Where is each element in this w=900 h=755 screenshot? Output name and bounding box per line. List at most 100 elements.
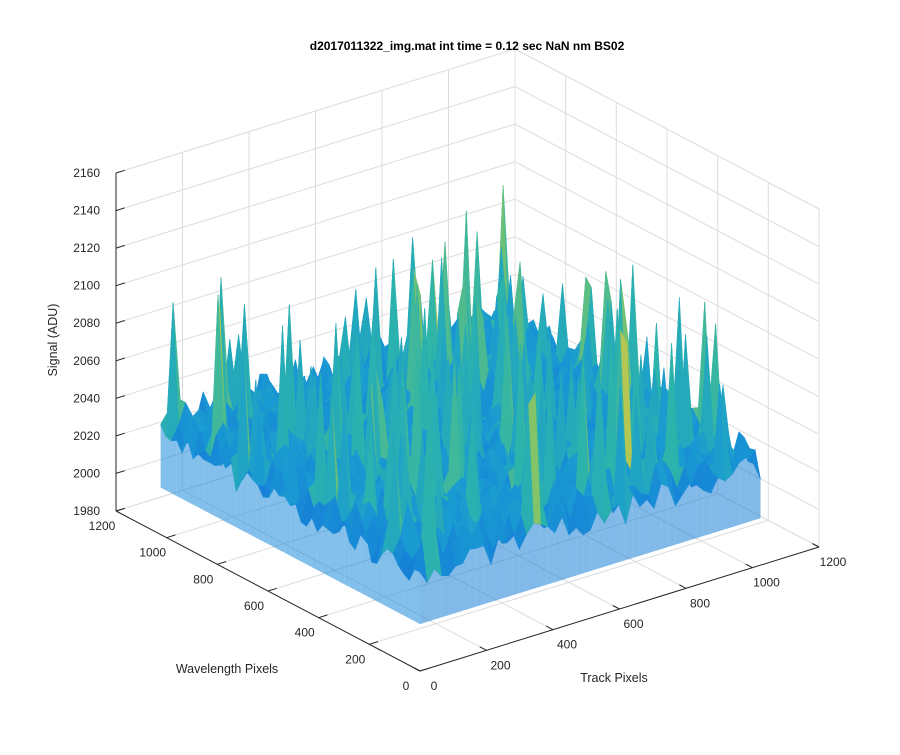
surface-skirt [187, 439, 193, 505]
surface-skirt [746, 457, 754, 523]
surface-skirt [176, 440, 183, 499]
surface-skirt [561, 517, 569, 580]
grid-line [514, 161, 820, 323]
z-tick-label: 2040 [73, 391, 100, 405]
grid-line [514, 273, 820, 435]
x-tick-label: 1000 [753, 576, 780, 590]
x-tick-label: 600 [623, 617, 643, 631]
z-tick-label: 2020 [73, 429, 100, 443]
surface-skirt [387, 549, 393, 610]
surface-skirt [311, 517, 318, 570]
surface-skirt [295, 504, 302, 562]
x-tick [612, 605, 620, 610]
surface-skirt [284, 496, 291, 556]
grid-line [115, 123, 516, 249]
x-tick-label: 1200 [820, 555, 847, 569]
surface-skirt [398, 565, 404, 616]
surface-skirt [349, 542, 356, 590]
surface-skirt [576, 527, 584, 576]
y-tick [166, 534, 176, 539]
surface-skirt [689, 483, 697, 541]
surface-skirt [366, 534, 372, 599]
surface-skirt [732, 462, 740, 528]
surface-skirt [257, 485, 264, 542]
surface-skirt [611, 504, 619, 565]
surface-skirt [696, 484, 704, 539]
y-tick [318, 614, 328, 619]
grid-line [115, 198, 516, 324]
x-axis-label: Track Pixels [580, 671, 648, 685]
surface-skirt [241, 472, 248, 533]
surface-skirt [171, 440, 177, 497]
x-tick [812, 543, 820, 548]
x-tick [546, 625, 554, 631]
surface-skirt [317, 525, 323, 573]
z-tick [115, 432, 125, 437]
z-tick-label: 2140 [73, 204, 100, 218]
x-tick [745, 563, 753, 569]
grid-line [369, 519, 769, 645]
y-tick [419, 667, 429, 672]
x-tick [679, 584, 687, 589]
z-tick-label: 2100 [73, 279, 100, 293]
surface-skirt [682, 483, 690, 543]
surface-skirt [203, 459, 210, 514]
surface-skirt [225, 459, 231, 525]
grid-line [115, 86, 516, 212]
surface-skirt [476, 545, 484, 607]
surface-skirt [230, 459, 237, 528]
surface-skirt [455, 563, 463, 613]
surface-skirt [279, 495, 285, 553]
surface-skirt [393, 553, 399, 613]
surface-skirt [301, 522, 307, 565]
surface-skirt [344, 522, 350, 588]
surface-skirt [647, 499, 655, 554]
surface-skirt [618, 504, 626, 563]
x-tick [413, 667, 421, 672]
grid-line [514, 123, 820, 285]
surface-skirt [214, 453, 220, 519]
z-tick-label: 2000 [73, 466, 100, 480]
surface-skirt [505, 529, 513, 598]
surface-skirt [376, 553, 383, 605]
surface-skirt [268, 488, 275, 548]
surface-skirt [441, 575, 449, 618]
y-tick-label: 600 [244, 599, 264, 613]
surface-skirt [632, 494, 640, 558]
surface-skirt [739, 457, 747, 525]
surface-skirt [498, 540, 506, 600]
z-tick [115, 207, 125, 212]
surface-skirt [668, 486, 676, 547]
surface-skirt [382, 549, 388, 607]
surface-skirt [675, 494, 683, 545]
surface-skirt [533, 523, 541, 589]
surface-skirt [414, 569, 420, 625]
surface-skirt [274, 488, 280, 551]
grid-line [115, 161, 516, 287]
surface-skirt [420, 572, 428, 625]
z-tick-label: 2060 [73, 354, 100, 368]
x-tick [479, 646, 487, 651]
y-tick-label: 1000 [139, 546, 166, 560]
surface-skirt [519, 534, 527, 594]
box-edge [514, 48, 820, 210]
surface-skirt [703, 490, 711, 536]
surface-skirt [252, 479, 258, 539]
surface-skirt [654, 483, 662, 552]
surface-skirt [409, 569, 415, 622]
z-tick [115, 169, 125, 174]
x-tick-label: 400 [557, 638, 577, 652]
surface-skirt [371, 562, 377, 602]
y-tick [369, 641, 379, 645]
surface-skirt [306, 517, 312, 568]
surface-skirt [597, 512, 605, 569]
surface-skirt [526, 523, 534, 591]
surface-skirt [725, 474, 733, 530]
surface-skirt [247, 472, 253, 536]
z-axis-label: Signal (ADU) [46, 304, 60, 377]
surface-skirt [569, 527, 577, 578]
z-tick-label: 2160 [73, 166, 100, 180]
y-tick-label: 800 [193, 572, 213, 586]
y-tick-label: 1200 [89, 519, 116, 533]
